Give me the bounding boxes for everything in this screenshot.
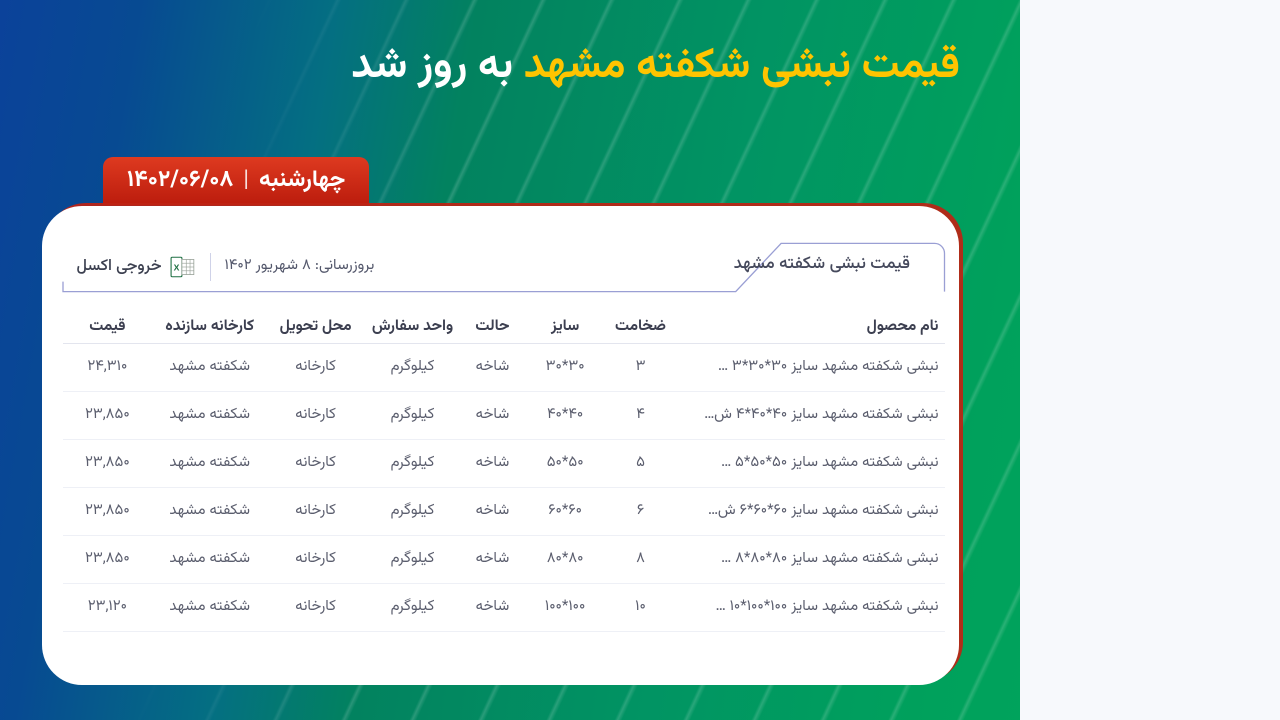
- svg-text:X: X: [173, 262, 179, 272]
